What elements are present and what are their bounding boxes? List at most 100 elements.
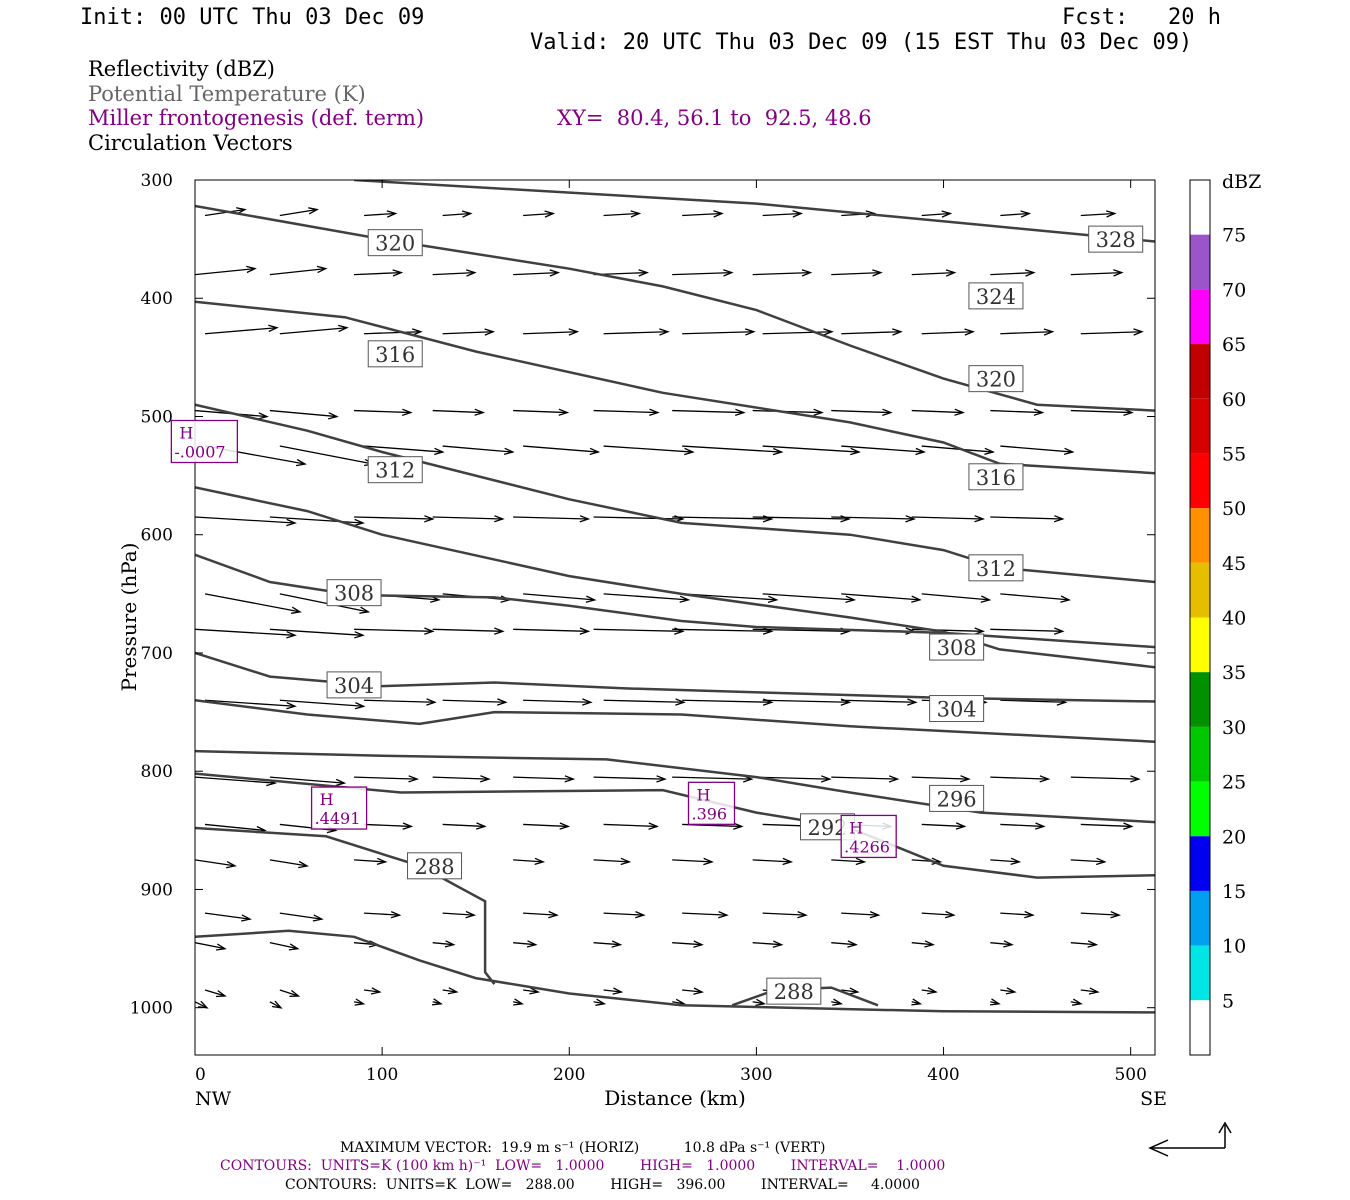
vector-arrow-head xyxy=(675,698,686,706)
vector-arrow-head xyxy=(316,265,328,274)
vector-arrow xyxy=(1080,823,1132,828)
vector-arrow-head xyxy=(744,328,756,336)
vector-arrow xyxy=(513,271,559,276)
colorbar-segment xyxy=(1190,398,1210,454)
vector-arrow xyxy=(682,331,754,335)
vector-arrow-head xyxy=(496,698,508,706)
vector-arrow-head xyxy=(693,987,704,995)
vector-arrow xyxy=(523,989,539,993)
vector-arrow-head xyxy=(892,328,903,336)
vector-arrow-head xyxy=(392,269,404,277)
vector-arrow xyxy=(1080,331,1143,335)
vector-arrow xyxy=(269,859,308,867)
vector-arrow-head xyxy=(289,989,301,997)
colorbar-tick-label: 30 xyxy=(1222,717,1246,739)
frontogenesis-max-value: -.0007 xyxy=(174,443,225,462)
contour-label-box xyxy=(367,229,423,257)
vector-arrow xyxy=(752,859,792,863)
vector-arrow xyxy=(841,912,879,916)
vector-arrow-head xyxy=(612,987,624,995)
vector-arrow-head xyxy=(945,910,956,919)
vector-arrow-head xyxy=(772,447,784,456)
vector-arrow xyxy=(682,593,777,601)
vector-arrow-head xyxy=(268,324,279,333)
colorbar-segment xyxy=(1190,836,1210,891)
vector-arrow-head xyxy=(872,269,883,277)
vector-arrow-head xyxy=(1063,447,1075,456)
vector-arrow-head xyxy=(216,943,227,951)
vector-arrow xyxy=(364,445,443,453)
vector-arrow-head xyxy=(354,998,366,1006)
vector-arrow-head xyxy=(611,940,623,948)
vector-arrow xyxy=(513,859,544,863)
vector-arrow xyxy=(269,516,364,524)
vector-arrow xyxy=(523,912,558,916)
y-tick-label: 600 xyxy=(141,526,173,546)
vector-arrow-head xyxy=(703,857,714,866)
vector-arrow xyxy=(682,699,772,703)
vector-arrow-head xyxy=(494,627,505,635)
vector-arrow xyxy=(1000,699,1066,703)
vector-arrow xyxy=(364,331,421,335)
colorbar-frame xyxy=(1189,179,1211,1056)
vector-arrow xyxy=(990,516,1063,520)
vector-arrow xyxy=(364,699,435,703)
vector-arrow-head xyxy=(286,518,297,527)
vector-arrow xyxy=(911,516,984,520)
vector-arrow-head xyxy=(258,412,269,420)
colorbar-unit: dBZ xyxy=(1222,171,1261,193)
vector-arrow-head xyxy=(718,911,729,919)
vector-arrow-head xyxy=(823,328,834,336)
vector-arrow xyxy=(1000,331,1053,335)
vector-arrow xyxy=(1000,593,1070,601)
colorbar-segment xyxy=(1190,180,1210,235)
vector-arrow xyxy=(593,942,621,946)
vector-arrow-head xyxy=(855,857,867,866)
field-circulation: Circulation Vectors xyxy=(88,131,293,155)
vector-arrow-head xyxy=(1024,910,1035,919)
colorbar-tick-label: 70 xyxy=(1222,279,1246,301)
contour-label-box xyxy=(929,784,985,812)
vector-arrow-head xyxy=(503,447,515,456)
theta-contour-296 xyxy=(195,749,1155,824)
vector-arrow xyxy=(279,327,347,335)
contour-label: 316 xyxy=(375,343,415,367)
vector-arrow xyxy=(354,271,402,276)
colorbar-segment xyxy=(1190,945,1210,1001)
vector-arrow-head xyxy=(484,328,496,336)
vector-arrow xyxy=(593,776,666,780)
frontogenesis-max-value: .4491 xyxy=(315,809,361,828)
contour-label-box xyxy=(929,633,985,661)
vector-arrow-head xyxy=(1110,911,1122,919)
vector-arrow-head xyxy=(434,447,445,456)
vector-arrow xyxy=(1000,445,1073,453)
vector-arrow xyxy=(513,516,589,520)
vector-arrow-head xyxy=(1053,627,1065,635)
vector-arrow-head xyxy=(693,940,704,948)
vector-arrow xyxy=(195,942,226,950)
vector-arrow xyxy=(523,331,578,335)
vector-arrow xyxy=(990,859,1020,863)
vector-arrow-head xyxy=(354,631,365,639)
vector-arrow xyxy=(603,445,693,453)
vector-arrow-head xyxy=(548,910,559,919)
vector-arrow xyxy=(603,331,668,335)
vector-arrow xyxy=(269,776,345,784)
vector-arrow xyxy=(354,516,433,520)
vector-arrow xyxy=(911,409,964,414)
vector-arrow-head xyxy=(589,447,601,456)
vector-arrow-head xyxy=(620,857,632,866)
vector-arrow-head xyxy=(1071,998,1083,1006)
vector-arrow xyxy=(364,212,396,217)
vector-arrow xyxy=(279,989,299,997)
colorbar-segment xyxy=(1190,1000,1210,1055)
vector-arrow xyxy=(762,445,860,453)
cross-section-xy: XY= 80.4, 56.1 to 92.5, 48.6 xyxy=(557,106,872,130)
vector-arrow xyxy=(195,776,276,784)
vector-arrow-head xyxy=(638,269,649,277)
frontogenesis-max-box xyxy=(840,814,897,859)
vector-arrow xyxy=(990,628,1063,632)
vector-arrow xyxy=(762,699,850,703)
vector-arrow xyxy=(762,912,807,916)
